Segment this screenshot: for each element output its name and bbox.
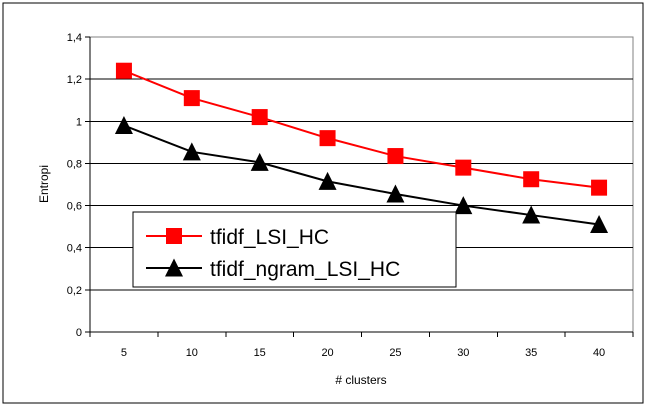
data-point: [455, 159, 472, 176]
legend-label: tfidf_ngram_LSI_HC: [210, 258, 400, 281]
legend-entry: tfidf_ngram_LSI_HC: [146, 258, 400, 281]
series-line: [123, 69, 600, 189]
y-tick-label: 1,4: [67, 32, 82, 44]
x-tick-label: 35: [525, 347, 537, 359]
legend-box: [132, 211, 457, 288]
x-tick-label: 5: [121, 347, 127, 359]
data-point: [522, 205, 541, 224]
series-line: [123, 124, 600, 226]
x-tick-label: 25: [389, 347, 401, 359]
legend: tfidf_LSI_HC tfidf_ngram_LSI_HC: [132, 211, 457, 288]
x-tick-label: 15: [254, 347, 266, 359]
data-point: [454, 196, 473, 215]
y-tick-label: 0,8: [67, 158, 82, 170]
legend-marker: [166, 228, 182, 244]
x-tick-label: 20: [321, 347, 333, 359]
axes: 0 0,2 0,4 0,6 0,8 1 1,2 1,4 5 10 15 20 25 30 35 40: [67, 32, 634, 359]
y-axis-label: Entropi: [37, 165, 51, 203]
y-tick-label: 0,2: [67, 285, 82, 297]
series-layer: [114, 62, 609, 234]
series-tfidf_ngram_LSI_HC: [114, 116, 609, 234]
data-point: [318, 171, 337, 190]
data-point: [251, 109, 268, 126]
series-tfidf_LSI_HC: [115, 62, 608, 196]
data-point: [590, 215, 609, 234]
x-axis-label: # clusters: [335, 373, 386, 387]
data-point: [115, 62, 132, 79]
x-tick-label: 30: [457, 347, 469, 359]
y-tick-label: 0: [76, 327, 82, 339]
y-tick-label: 1,2: [67, 74, 82, 86]
x-tick-label: 40: [593, 347, 605, 359]
data-point: [182, 142, 201, 161]
data-point: [386, 184, 405, 203]
data-point: [114, 116, 133, 134]
data-point: [183, 90, 200, 107]
y-tick-label: 0,6: [67, 201, 82, 213]
x-tick-label: 10: [186, 347, 198, 359]
y-tick-label: 0,4: [67, 243, 82, 255]
data-point: [319, 130, 336, 147]
plot-area: [89, 36, 634, 333]
data-point: [591, 179, 608, 196]
legend-label: tfidf_LSI_HC: [210, 226, 329, 249]
data-point: [250, 152, 269, 171]
legend-marker: [165, 258, 183, 277]
data-point: [523, 171, 540, 188]
legend-entry: tfidf_LSI_HC: [146, 226, 329, 249]
y-tick-label: 1: [76, 116, 82, 128]
data-point: [387, 148, 404, 165]
